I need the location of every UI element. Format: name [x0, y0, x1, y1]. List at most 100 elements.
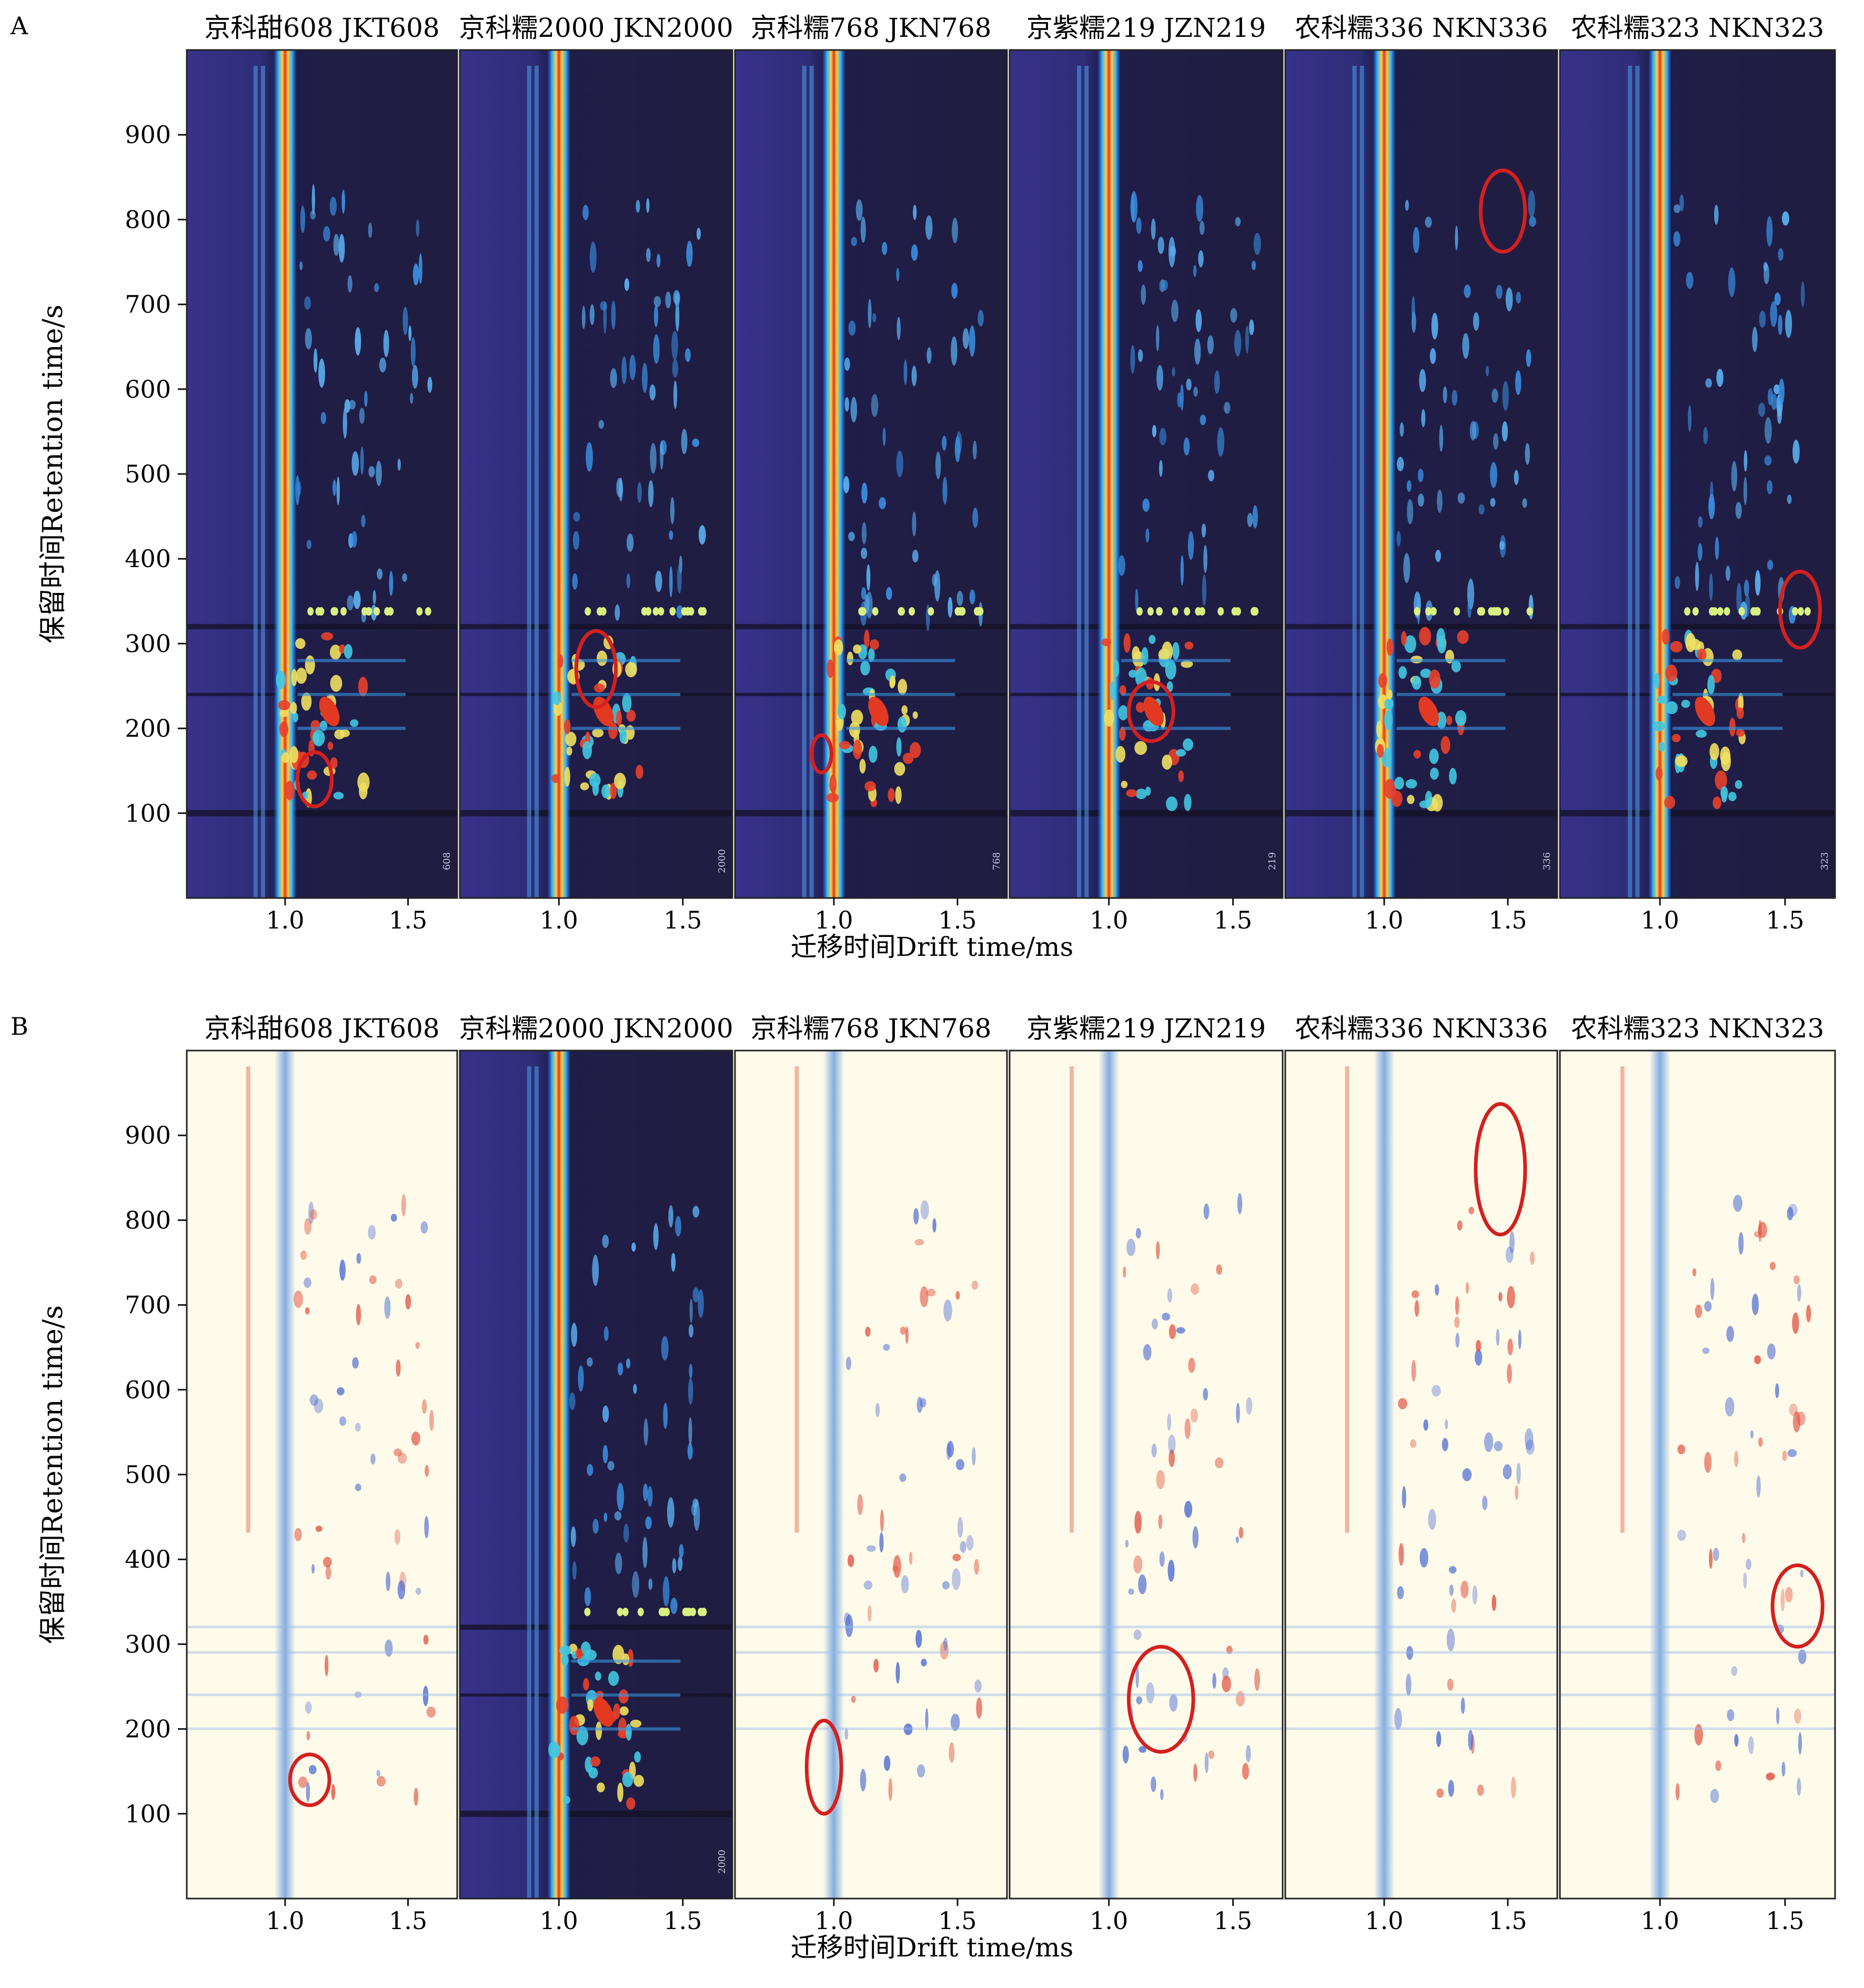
signal-spot [333, 792, 344, 800]
x-tick-label: 1.0 [540, 906, 578, 934]
signal-spot [1467, 599, 1472, 618]
difference-spot [1754, 1355, 1761, 1365]
signal-spot [611, 300, 616, 330]
signal-spot [1767, 388, 1774, 406]
signal-spot [1172, 642, 1180, 660]
signal-spot [617, 1608, 623, 1617]
signal-spot [1720, 786, 1728, 799]
signal-spot [1407, 499, 1414, 524]
difference-spot [1750, 1430, 1754, 1439]
signal-spot [1143, 697, 1164, 726]
y-tick-label: 300 [125, 629, 171, 658]
signal-spot [1661, 629, 1670, 645]
sample-plot-1: 京科糯2000 JKN2000 2000 1.0 1.5 [459, 13, 733, 934]
signal-spot [1758, 402, 1766, 417]
signal-spot [1670, 641, 1682, 653]
sample-plot-2: 京科糯768 JKN768 768 1.0 1.5 [734, 13, 1008, 934]
signal-spot [1166, 796, 1178, 811]
difference-spot [947, 1440, 954, 1458]
signal-spot [1797, 607, 1804, 616]
signal-spot [1252, 505, 1258, 529]
signal-spot [601, 784, 610, 799]
signal-spot [1503, 607, 1509, 616]
signal-spot [897, 716, 907, 733]
signal-spot [1104, 709, 1114, 727]
signal-spot [1767, 480, 1773, 495]
signal-spot [637, 482, 642, 503]
sample-title: 京科糯2000 JKN2000 [459, 13, 733, 43]
signal-spot [860, 216, 866, 243]
difference-spot [1516, 1462, 1521, 1485]
signal-spot [827, 659, 834, 678]
difference-spot [1167, 1559, 1175, 1582]
signal-spot [1172, 607, 1178, 616]
signal-spot [673, 290, 680, 305]
signal-spot [899, 607, 905, 616]
signal-spot [559, 1645, 571, 1656]
difference-spot [1677, 1529, 1686, 1541]
signal-spot [1417, 493, 1424, 507]
signal-spot [626, 1723, 632, 1741]
signal-spot [368, 466, 375, 478]
baseline-band [460, 1810, 732, 1817]
signal-spot [645, 607, 652, 616]
signal-spot [1462, 333, 1469, 359]
difference-smear [1560, 1693, 1835, 1697]
y-axis-label: 保留时间Retention time/s [37, 305, 69, 643]
signal-spot [871, 393, 879, 417]
signal-spot [1665, 664, 1678, 682]
ion-streak [802, 66, 807, 898]
signal-spot [912, 511, 916, 537]
signal-spot [1132, 646, 1140, 662]
signal-spot [296, 668, 307, 684]
x-tick-label: 1.5 [1766, 906, 1804, 934]
difference-spot [1507, 1338, 1513, 1356]
difference-spot [909, 1551, 913, 1565]
difference-spot [880, 1509, 884, 1532]
signal-spot [562, 1796, 570, 1804]
signal-spot [1199, 220, 1205, 235]
difference-spot [1769, 1262, 1776, 1270]
signal-spot [310, 210, 316, 220]
sample-plot-1: 京科糯2000 JKN2000 2000 1.0 1.5 [459, 1013, 733, 1935]
signal-spot [692, 1206, 700, 1218]
reactant-ion-peak [273, 50, 297, 898]
difference-spot [1423, 1419, 1428, 1431]
difference-spot [1193, 1763, 1197, 1782]
difference-spot [1694, 1724, 1703, 1746]
plot-background [1010, 1051, 1283, 1899]
signal-spot [896, 450, 904, 478]
signal-spot [307, 770, 317, 780]
signal-spot [387, 607, 394, 616]
difference-smear [187, 1693, 457, 1697]
difference-spot [1235, 1536, 1239, 1543]
signal-spot [681, 607, 688, 616]
signal-spot [1446, 715, 1453, 725]
signal-spot [1203, 544, 1207, 573]
signal-spot [688, 1417, 692, 1446]
x-tick-label: 1.5 [938, 1906, 976, 1935]
signal-smear [846, 693, 955, 697]
signal-spot [1235, 217, 1241, 227]
difference-spot [1800, 1569, 1804, 1578]
signal-spot [397, 458, 401, 471]
difference-spot [311, 1564, 315, 1574]
plot-frame [1009, 49, 1284, 899]
signal-spot [1407, 795, 1415, 804]
signal-spot [333, 234, 339, 256]
signal-spot [643, 1483, 648, 1501]
signal-spot [1141, 647, 1148, 665]
signal-spot [1712, 796, 1721, 810]
signal-spot [649, 384, 656, 401]
difference-spot [971, 1280, 979, 1290]
difference-spot [1766, 1772, 1776, 1780]
difference-spot [1758, 1222, 1767, 1238]
difference-spot [1743, 1572, 1747, 1589]
signal-spot [1755, 570, 1761, 596]
signal-spot [972, 507, 979, 528]
signal-spot [851, 237, 857, 246]
signal-spot [837, 703, 846, 720]
signal-spot [410, 392, 414, 404]
difference-spot [1215, 1457, 1224, 1468]
difference-spot [1510, 1776, 1516, 1799]
